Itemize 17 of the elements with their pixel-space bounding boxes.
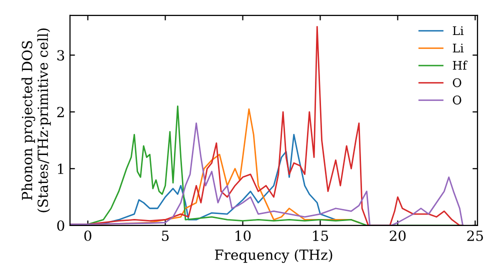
x-tick-label: 5 (162, 230, 169, 242)
legend-label: Li (452, 44, 464, 52)
x-axis-title: Frequency (THz) (214, 249, 332, 263)
legend-label: O (452, 96, 462, 104)
y-tick-label: 1 (58, 164, 64, 174)
y-axis-title: Phonon projected DOS (States/THz·primitive cell) (22, 28, 51, 212)
y-tick-label: 2 (57, 106, 64, 118)
x-tick-label: 0 (84, 230, 92, 242)
x-tick-label: 25 (467, 230, 483, 242)
x-tick-label: 15 (313, 230, 328, 242)
legend-label: Hf (452, 60, 468, 70)
legend-label: O (452, 78, 462, 88)
y-tick-label: 3 (57, 50, 64, 61)
x-tick-label: 10 (236, 230, 251, 242)
y-tick-label: 0 (57, 220, 64, 231)
legend-label: Li (452, 26, 464, 35)
x-tick-label: 20 (390, 230, 406, 242)
